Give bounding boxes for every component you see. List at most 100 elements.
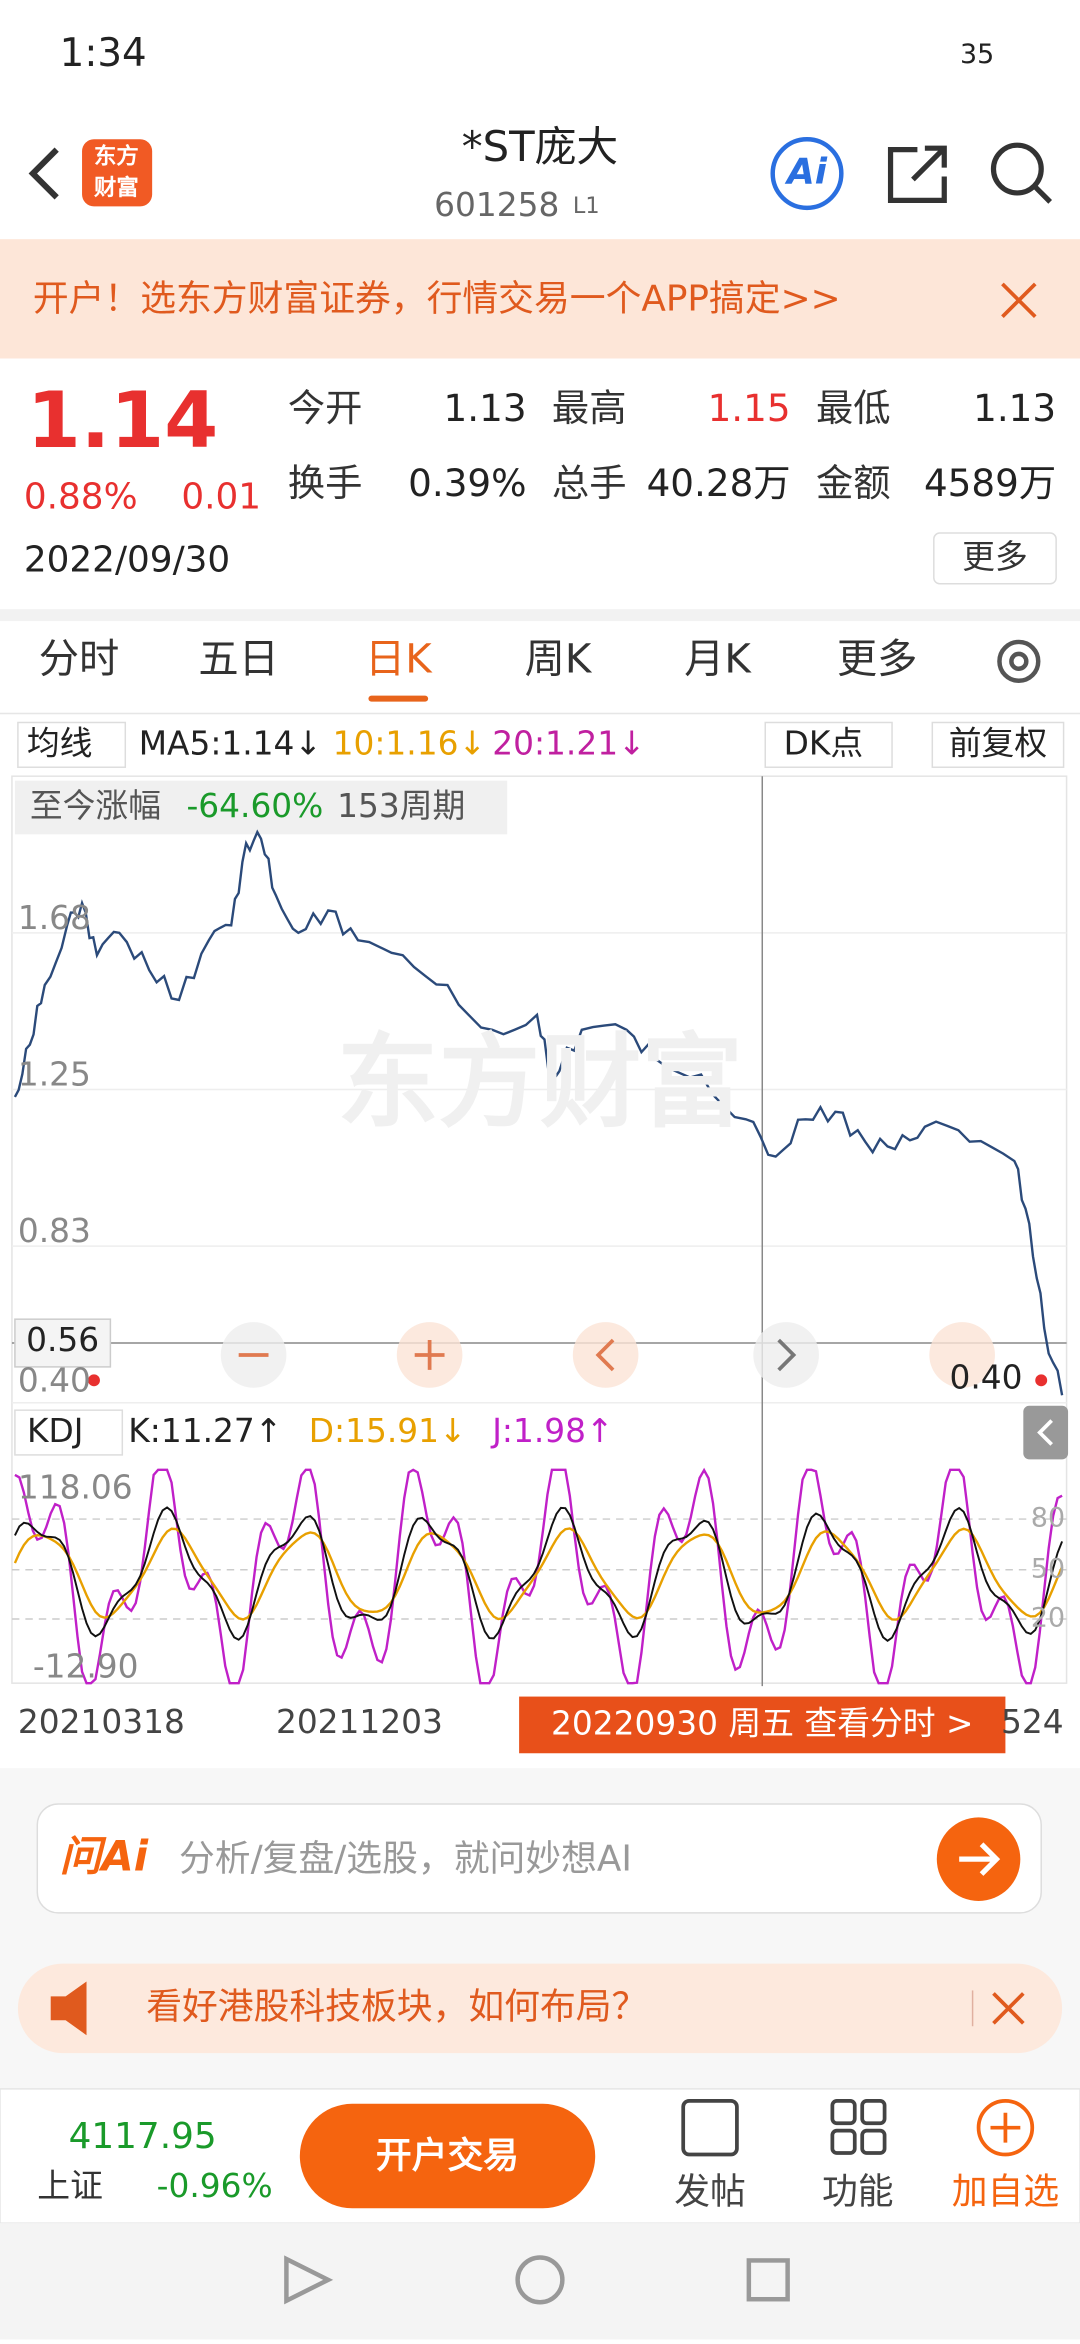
ma-selector-label[interactable]: 均线 bbox=[27, 724, 93, 762]
price: 1.14 bbox=[27, 376, 218, 466]
kdj-selector[interactable] bbox=[14, 1409, 124, 1456]
field-value: 4589万 bbox=[924, 461, 1056, 505]
level-badge: L1 bbox=[573, 193, 600, 219]
field-value: 1.15 bbox=[708, 386, 791, 430]
logo-text: 东方 bbox=[94, 143, 139, 170]
kdj-y-label: -12.90 bbox=[33, 1648, 139, 1686]
tab[interactable]: 五日 bbox=[198, 636, 279, 682]
settings-center bbox=[1009, 651, 1029, 672]
kdj-selector-label[interactable]: KDJ bbox=[27, 1412, 83, 1450]
index-value: 4117.95 bbox=[69, 2116, 217, 2157]
range-pct: -64.60% bbox=[186, 787, 323, 825]
kdj-value: K:11.27↑ bbox=[128, 1412, 282, 1450]
search-handle bbox=[1033, 185, 1053, 204]
crosshair-value: 0.56 bbox=[26, 1321, 99, 1359]
grid bbox=[11, 932, 1067, 1404]
d-line bbox=[13, 1527, 1064, 1621]
tab-indicator bbox=[368, 695, 429, 702]
ai-input[interactable] bbox=[36, 1803, 1042, 1914]
j-line bbox=[14, 1467, 1063, 1685]
dk-label[interactable]: DK点 bbox=[784, 724, 864, 762]
more-label[interactable]: 更多 bbox=[962, 538, 1028, 576]
range-box bbox=[14, 780, 508, 835]
field-label: 总手 bbox=[552, 461, 627, 505]
change: 0.01 bbox=[181, 477, 261, 518]
watermark: 东方财富 bbox=[337, 1023, 743, 1141]
ai-label: Ai bbox=[784, 152, 828, 193]
adjust-button[interactable] bbox=[931, 721, 1065, 768]
tab[interactable]: 日K bbox=[365, 636, 433, 682]
range-period: 153周期 bbox=[337, 787, 465, 825]
trade-label[interactable]: 开户交易 bbox=[376, 2135, 519, 2177]
settings-button[interactable] bbox=[997, 639, 1041, 683]
more-button[interactable] bbox=[933, 532, 1057, 585]
status-time: 1:34 bbox=[60, 31, 147, 76]
separator bbox=[0, 609, 1080, 622]
y-label: 0.40 bbox=[18, 1361, 91, 1399]
quote-date: 2022/09/30 bbox=[24, 539, 230, 580]
field-label: 最高 bbox=[552, 386, 627, 430]
last-value: 0.40 bbox=[950, 1358, 1023, 1396]
logo-text: 财富 bbox=[94, 174, 139, 201]
nav-label[interactable]: 加自选 bbox=[952, 2171, 1059, 2212]
field-value: 0.39% bbox=[408, 461, 526, 505]
x-label: 524 bbox=[1001, 1703, 1064, 1741]
tab[interactable]: 周K bbox=[525, 636, 593, 682]
tab[interactable]: 月K bbox=[684, 636, 752, 682]
side-tab[interactable] bbox=[1023, 1405, 1069, 1460]
y-label: 1.25 bbox=[18, 1056, 91, 1094]
dk-button[interactable] bbox=[764, 721, 893, 768]
field-value: 1.13 bbox=[444, 386, 527, 430]
zoom-controls bbox=[220, 1322, 995, 1388]
stock-code: 601258 bbox=[434, 186, 559, 224]
sys-home[interactable] bbox=[515, 2255, 565, 2305]
news-bar[interactable] bbox=[17, 1963, 1063, 2054]
y-label: 0.83 bbox=[18, 1212, 91, 1250]
back-button[interactable] bbox=[28, 147, 59, 200]
add-icon[interactable] bbox=[976, 2098, 1035, 2157]
k-line bbox=[14, 1506, 1064, 1642]
kdj-level: 50 bbox=[1031, 1553, 1065, 1584]
field-value: 40.28万 bbox=[647, 461, 791, 505]
share-button[interactable] bbox=[887, 145, 947, 203]
post-icon[interactable] bbox=[681, 2098, 739, 2157]
y-label: 1.68 bbox=[18, 899, 91, 937]
search-button[interactable] bbox=[990, 142, 1044, 196]
battery: 35 bbox=[960, 39, 994, 70]
fullscreen[interactable] bbox=[929, 1322, 995, 1388]
sys-back[interactable] bbox=[284, 2255, 334, 2305]
range-label: 至今涨幅 bbox=[30, 787, 161, 825]
banner-bg bbox=[0, 239, 1080, 359]
ma-selector[interactable] bbox=[17, 721, 127, 768]
trade-button[interactable] bbox=[299, 2103, 596, 2209]
tab[interactable]: 分时 bbox=[39, 636, 120, 682]
x-label: 20211203 bbox=[276, 1703, 443, 1741]
nav-label[interactable]: 发帖 bbox=[674, 2171, 746, 2212]
ma-value: 10:1.16↓ bbox=[333, 724, 486, 762]
field-label: 今开 bbox=[288, 386, 363, 430]
tooltip[interactable] bbox=[519, 1696, 1006, 1754]
news-text[interactable]: 看好港股科技板块，如何布局？ bbox=[146, 1986, 647, 2027]
stock-name: *ST庞大 bbox=[462, 122, 618, 171]
ai-button[interactable] bbox=[770, 136, 844, 211]
banner-text[interactable]: 开户！选东方财富证券，行情交易一个APP搞定>> bbox=[33, 278, 841, 319]
adjust-label[interactable]: 前复权 bbox=[949, 724, 1047, 762]
nav-label[interactable]: 功能 bbox=[822, 2171, 894, 2212]
field-value: 1.13 bbox=[973, 386, 1056, 430]
pan-right[interactable] bbox=[753, 1322, 819, 1388]
banner-close[interactable] bbox=[1001, 282, 1037, 319]
news-icon bbox=[50, 1981, 87, 2036]
field-label: 金额 bbox=[816, 461, 891, 505]
kdj-level: 80 bbox=[1031, 1503, 1065, 1534]
sys-recent[interactable] bbox=[746, 2258, 790, 2302]
kdj-value: D:15.91↓ bbox=[309, 1412, 467, 1450]
func-icon[interactable] bbox=[830, 2098, 887, 2155]
tooltip-text[interactable]: 20220930 周五 查看分时 > bbox=[551, 1704, 973, 1742]
side-arrow bbox=[1037, 1419, 1053, 1446]
news-close[interactable] bbox=[992, 1992, 1025, 2025]
pan-left[interactable] bbox=[572, 1322, 639, 1388]
field-label: 最低 bbox=[816, 386, 891, 430]
tab[interactable]: 更多 bbox=[837, 636, 918, 682]
chart-frame bbox=[11, 775, 1068, 1684]
